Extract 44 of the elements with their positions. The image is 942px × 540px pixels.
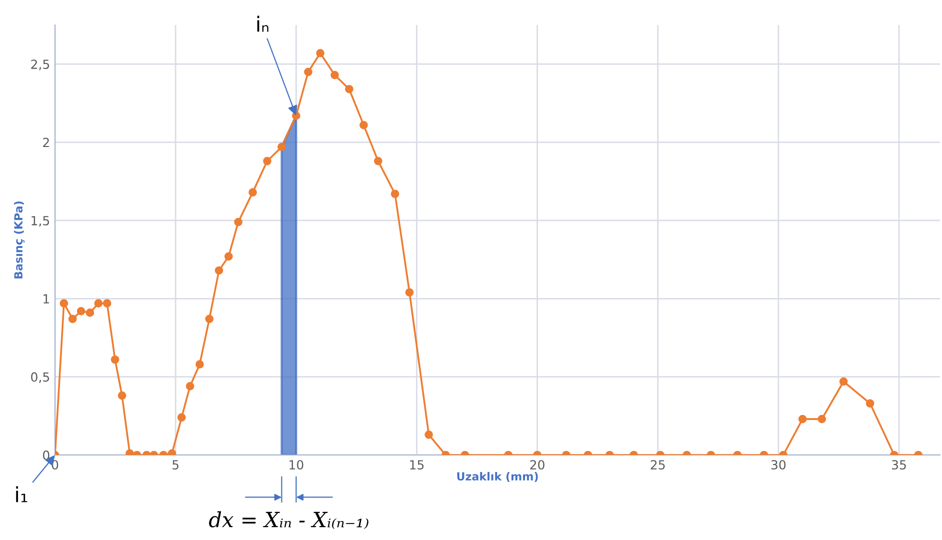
point [839,377,848,386]
x-tick-label: 20 [530,460,544,470]
x-tick-label: 15 [410,460,424,470]
point [316,48,324,58]
x-tick-label: 25 [650,460,665,470]
point [60,299,68,308]
point [68,314,77,324]
y-tick-label: 1 [44,294,49,304]
point [234,218,242,226]
x-tick-label: 10 [290,460,304,470]
x-tick-label: 35 [892,460,906,470]
y-tick-label: 2 [43,138,49,148]
point [102,299,112,308]
text: dx = Xᵢₙ - Xᵢ₍ₙ₋₁₎ [209,511,368,530]
annotation: iₙ [257,16,268,32]
y-tick-label: 0,5 [31,372,50,384]
point [196,360,204,368]
point [224,252,233,261]
y-tick-label: 2,5 [31,60,50,70]
point [248,188,257,196]
point [304,68,312,76]
point [76,306,86,316]
annotation: i₁ [16,486,28,502]
point [330,70,339,80]
point [345,84,354,94]
point [110,355,120,364]
point [86,308,94,317]
point [118,391,126,400]
point [390,190,400,198]
point [278,142,286,152]
point [94,299,103,308]
point [205,314,214,324]
x-tick-label: 5 [172,460,178,470]
point [263,156,272,166]
point [186,382,194,390]
point [374,156,382,166]
y-tick-label: 1,5 [32,216,50,227]
point [126,449,134,455]
x-axis-title: Uzaklık (mm) [457,472,538,482]
point [360,120,368,130]
point [405,288,414,297]
x-tick-label: 30 [771,460,786,470]
point [214,266,224,275]
y-axis-title: Basınç (KPa) [14,202,25,278]
